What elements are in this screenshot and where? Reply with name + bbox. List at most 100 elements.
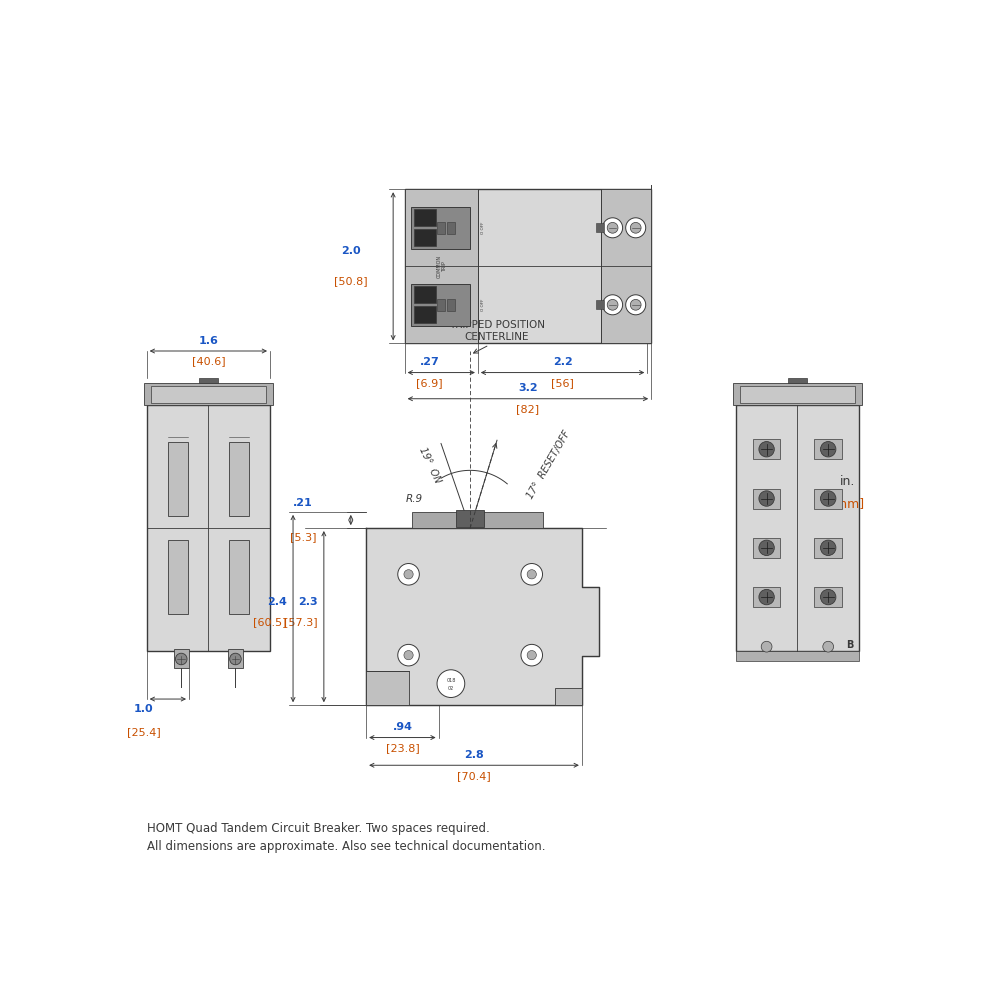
Text: [25.4]: [25.4] bbox=[127, 728, 161, 738]
Circle shape bbox=[230, 653, 241, 665]
Text: COMMON
TRIP: COMMON TRIP bbox=[436, 255, 447, 278]
Text: .94: .94 bbox=[392, 722, 412, 732]
Text: O OFF: O OFF bbox=[481, 222, 485, 234]
Bar bbox=[437, 222, 445, 234]
Circle shape bbox=[630, 299, 641, 310]
Bar bbox=[414, 229, 436, 246]
Bar bbox=[736, 405, 859, 651]
Bar bbox=[437, 299, 445, 311]
Bar bbox=[229, 540, 249, 614]
Text: [82]: [82] bbox=[516, 404, 539, 414]
Bar bbox=[788, 378, 807, 383]
Bar bbox=[412, 512, 543, 528]
Bar bbox=[736, 651, 859, 661]
Circle shape bbox=[521, 564, 543, 585]
Bar bbox=[228, 649, 243, 668]
Bar bbox=[447, 299, 455, 311]
Bar bbox=[596, 300, 604, 309]
Circle shape bbox=[607, 299, 618, 310]
Bar bbox=[199, 378, 218, 383]
Circle shape bbox=[821, 540, 836, 556]
Text: 2.2: 2.2 bbox=[553, 357, 572, 367]
Text: .21: .21 bbox=[293, 498, 313, 508]
Text: [5.3]: [5.3] bbox=[290, 532, 316, 542]
Circle shape bbox=[626, 295, 646, 315]
Text: [70.4]: [70.4] bbox=[457, 771, 491, 781]
Bar bbox=[814, 587, 842, 607]
Circle shape bbox=[759, 442, 774, 457]
Text: HOMT Quad Tandem Circuit Breaker. Two spaces required.: HOMT Quad Tandem Circuit Breaker. Two sp… bbox=[147, 822, 490, 835]
Circle shape bbox=[630, 222, 641, 233]
Bar bbox=[456, 510, 484, 527]
Text: TRIPPED POSITION
CENTERLINE: TRIPPED POSITION CENTERLINE bbox=[449, 320, 545, 342]
Polygon shape bbox=[366, 528, 599, 705]
Bar bbox=[753, 538, 780, 558]
Bar bbox=[144, 383, 273, 405]
Circle shape bbox=[404, 651, 413, 660]
Circle shape bbox=[759, 589, 774, 605]
Text: [56]: [56] bbox=[551, 378, 574, 388]
Text: O OFF: O OFF bbox=[481, 299, 485, 311]
Text: 02: 02 bbox=[448, 686, 454, 691]
Bar bbox=[405, 189, 478, 343]
Text: [60.5]: [60.5] bbox=[253, 617, 287, 627]
Bar bbox=[814, 489, 842, 509]
Circle shape bbox=[398, 644, 419, 666]
Bar bbox=[733, 383, 862, 405]
Bar bbox=[366, 671, 409, 705]
Circle shape bbox=[603, 218, 623, 238]
Circle shape bbox=[175, 653, 187, 665]
Text: .27: .27 bbox=[420, 357, 440, 367]
Circle shape bbox=[821, 491, 836, 506]
Circle shape bbox=[527, 651, 536, 660]
Bar bbox=[414, 306, 436, 323]
Circle shape bbox=[821, 442, 836, 457]
Text: [57.3]: [57.3] bbox=[284, 617, 318, 627]
Text: 19°  ON: 19° ON bbox=[417, 445, 443, 485]
Text: [23.8]: [23.8] bbox=[386, 743, 419, 753]
Bar bbox=[814, 439, 842, 459]
Bar bbox=[229, 442, 249, 516]
Bar bbox=[411, 207, 470, 249]
Bar bbox=[168, 442, 188, 516]
Bar bbox=[151, 386, 266, 403]
Bar bbox=[753, 587, 780, 607]
Bar bbox=[174, 649, 189, 668]
Circle shape bbox=[821, 589, 836, 605]
Circle shape bbox=[398, 564, 419, 585]
Circle shape bbox=[626, 218, 646, 238]
Text: [50.8]: [50.8] bbox=[334, 276, 368, 286]
Circle shape bbox=[404, 570, 413, 579]
Text: [40.6]: [40.6] bbox=[192, 356, 225, 366]
Circle shape bbox=[437, 670, 465, 698]
Bar bbox=[740, 386, 855, 403]
Text: 1.0: 1.0 bbox=[134, 704, 153, 714]
Text: 2.8: 2.8 bbox=[464, 750, 484, 760]
Text: 2.4: 2.4 bbox=[267, 597, 287, 607]
Circle shape bbox=[603, 295, 623, 315]
Bar bbox=[405, 189, 651, 343]
Text: 2.0: 2.0 bbox=[341, 246, 361, 256]
Text: R.9: R.9 bbox=[406, 494, 423, 504]
Text: 3.2: 3.2 bbox=[518, 383, 538, 393]
Text: B: B bbox=[846, 640, 853, 650]
Text: [6.9]: [6.9] bbox=[416, 378, 443, 388]
Bar bbox=[147, 405, 270, 651]
Circle shape bbox=[823, 641, 834, 652]
Text: 17°  RESET/OFF: 17° RESET/OFF bbox=[526, 429, 573, 501]
Bar bbox=[753, 489, 780, 509]
Bar bbox=[596, 223, 604, 232]
Circle shape bbox=[521, 644, 543, 666]
Bar bbox=[447, 222, 455, 234]
Bar bbox=[414, 209, 436, 226]
Circle shape bbox=[761, 641, 772, 652]
Text: 2.3: 2.3 bbox=[298, 597, 318, 607]
Bar bbox=[753, 439, 780, 459]
Bar bbox=[168, 540, 188, 614]
Bar bbox=[414, 286, 436, 303]
Text: 018: 018 bbox=[446, 678, 456, 683]
Circle shape bbox=[759, 540, 774, 556]
Circle shape bbox=[527, 570, 536, 579]
Bar bbox=[814, 538, 842, 558]
Text: [mm]: [mm] bbox=[830, 497, 865, 510]
